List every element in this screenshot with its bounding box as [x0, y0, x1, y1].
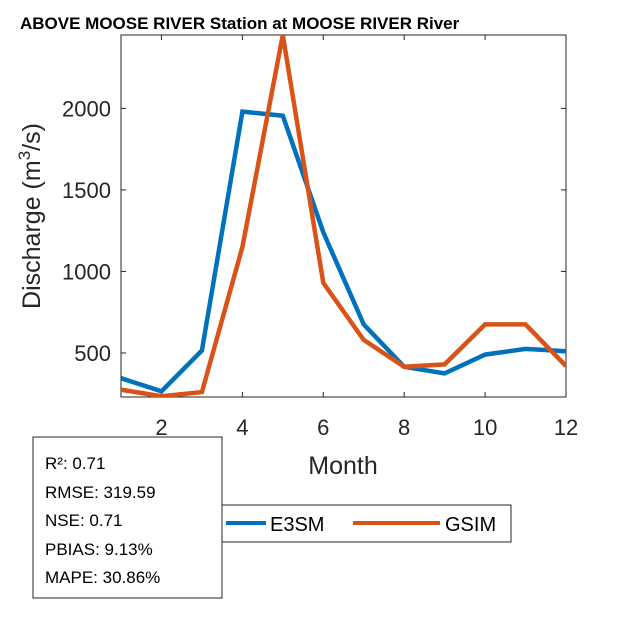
plot-area [120, 34, 567, 398]
chart-title: ABOVE MOOSE RIVER Station at MOOSE RIVER… [20, 14, 460, 33]
stat-rmse: RMSE: 319.59 [45, 483, 156, 502]
stat-mape: MAPE: 30.86% [45, 568, 160, 587]
stats-box: R²: 0.71 RMSE: 319.59 NSE: 0.71 PBIAS: 9… [32, 436, 223, 599]
y-axis-label-prefix: Discharge (m [18, 160, 46, 309]
x-tick-label-8: 8 [398, 415, 410, 440]
stats-box-border [32, 436, 223, 599]
stat-nse: NSE: 0.71 [45, 511, 123, 530]
legend: E3SM GSIM [221, 504, 512, 543]
y-tick-label-1000: 1000 [62, 259, 111, 284]
legend-label-gsim: GSIM [445, 514, 496, 536]
y-axis-label-suffix: /s) [18, 123, 46, 151]
stat-r2: R²: 0.71 [45, 454, 105, 473]
x-axis-label: Month [308, 452, 377, 480]
y-axis-label-superscript: 3 [15, 151, 34, 160]
series-group [121, 35, 566, 397]
x-tick-label-6: 6 [317, 415, 329, 440]
series-line-e3sm [121, 109, 566, 394]
y-axis-label: Discharge (m3/s) [15, 123, 46, 309]
stat-pbias: PBIAS: 9.13% [45, 540, 153, 559]
y-tick-label-1500: 1500 [62, 178, 111, 203]
legend-label-e3sm: E3SM [270, 514, 324, 536]
x-tick-label-2: 2 [155, 415, 167, 440]
x-tick-label-12: 12 [554, 415, 578, 440]
y-tick-label-500: 500 [74, 341, 111, 366]
series-line-gsim [121, 35, 566, 397]
y-tick-label-2000: 2000 [62, 96, 111, 121]
x-tick-label-4: 4 [236, 415, 248, 440]
axis-ticks: 2 4 6 8 10 12 500 1000 1500 2000 [62, 35, 578, 440]
x-tick-label-10: 10 [473, 415, 497, 440]
